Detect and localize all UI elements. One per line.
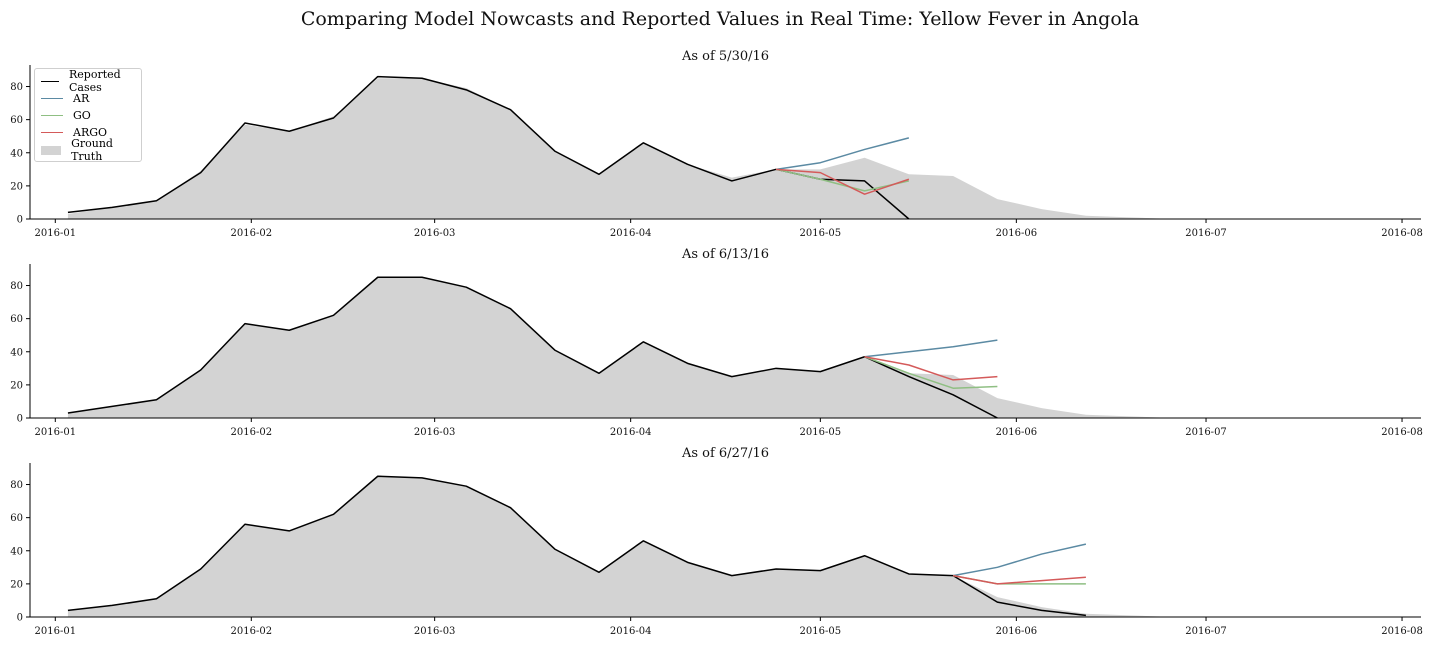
y-tick-label: 20 <box>10 579 23 590</box>
x-tick-label: 2016-06 <box>996 427 1038 438</box>
subplot-1: As of 5/30/16 0 20 40 60 80 2016-01 2016-02 2016… <box>10 49 1423 239</box>
y-tick-label: 80 <box>10 480 23 491</box>
series-line-argo <box>864 355 998 381</box>
x-tick-label: 2016-04 <box>610 427 652 438</box>
x-tick-label: 2016-07 <box>1185 427 1227 438</box>
x-tick-label: 2016-05 <box>800 228 842 239</box>
y-tick-label: 60 <box>10 513 23 524</box>
series-line-go <box>864 356 998 389</box>
legend-item-ground-truth: Ground Truth <box>41 137 141 163</box>
x-tick-label: 2016-01 <box>35 626 77 637</box>
x-tick-label: 2016-07 <box>1185 228 1227 239</box>
legend-item-go: GO <box>41 108 91 122</box>
x-tick-label: 2016-06 <box>996 228 1038 239</box>
x-tick-label: 2016-04 <box>610 626 652 637</box>
legend-item-argo: ARGO <box>41 125 107 139</box>
x-tick-label: 2016-02 <box>231 228 273 239</box>
legend-label: AR <box>73 91 90 105</box>
legend-item-ar: AR <box>41 91 89 105</box>
series-line-argo <box>952 574 1086 585</box>
y-tick-label: 20 <box>10 181 23 192</box>
x-tick-label: 2016-05 <box>800 427 842 438</box>
series-line-reported-cases <box>67 475 1086 617</box>
y-tick-label: 20 <box>10 380 23 391</box>
series-line-go <box>775 168 910 192</box>
legend-swatch-argo <box>41 131 63 133</box>
subplot-title: As of 5/30/16 <box>681 49 769 64</box>
legend-label: ARGO <box>73 125 108 139</box>
ground-truth-area <box>67 476 1175 617</box>
x-tick-label: 2016-01 <box>35 228 77 239</box>
series-line-reported-cases <box>67 75 910 220</box>
legend-swatch-reported-cases <box>41 80 59 82</box>
x-tick-label: 2016-08 <box>1381 228 1423 239</box>
x-tick-label: 2016-02 <box>231 427 273 438</box>
x-tick-label: 2016-08 <box>1381 427 1423 438</box>
ground-truth-area <box>67 78 1175 219</box>
y-tick-label: 40 <box>10 148 23 159</box>
y-tick-label: 40 <box>10 546 23 557</box>
x-tick-label: 2016-03 <box>414 228 456 239</box>
x-tick-label: 2016-02 <box>231 626 273 637</box>
x-tick-label: 2016-08 <box>1381 626 1423 637</box>
figure-title: Comparing Model Nowcasts and Reported Va… <box>300 8 1140 30</box>
legend-label: GO <box>73 108 91 122</box>
subplot-title: As of 6/27/16 <box>681 446 769 461</box>
legend-label: Ground Truth <box>71 137 113 163</box>
y-tick-label: 60 <box>10 115 23 126</box>
y-tick-label: 80 <box>10 82 23 93</box>
x-tick-label: 2016-01 <box>35 427 77 438</box>
x-tick-label: 2016-03 <box>414 626 456 637</box>
y-tick-label: 0 <box>17 613 23 624</box>
x-tick-label: 2016-07 <box>1185 626 1227 637</box>
subplot-3: As of 6/27/16 0 20 40 60 80 2016-01 2016-02 2016… <box>10 446 1423 637</box>
x-tick-label: 2016-04 <box>610 228 652 239</box>
x-tick-label: 2016-06 <box>996 626 1038 637</box>
x-tick-label: 2016-05 <box>800 626 842 637</box>
y-tick-label: 80 <box>10 281 23 292</box>
ground-truth-area <box>67 277 1175 418</box>
series-line-argo <box>776 168 910 195</box>
legend-item-reported-cases: Reported Cases <box>41 68 141 94</box>
legend: Reported Cases AR GO ARGO Ground Truth <box>34 68 142 163</box>
y-tick-label: 0 <box>17 215 23 226</box>
legend-swatch-ar <box>41 97 63 99</box>
series-line-ar <box>775 137 910 171</box>
subplot-title: As of 6/13/16 <box>681 247 769 262</box>
series-line-ar <box>864 339 998 358</box>
y-tick-label: 40 <box>10 347 23 358</box>
legend-label: Reported Cases <box>69 68 121 94</box>
series-line-ar <box>952 543 1087 577</box>
legend-swatch-ground-truth <box>41 145 62 155</box>
legend-swatch-go <box>41 114 63 116</box>
x-tick-label: 2016-03 <box>414 427 456 438</box>
y-tick-label: 60 <box>10 314 23 325</box>
y-tick-label: 0 <box>17 414 23 425</box>
series-line-reported-cases <box>67 276 998 419</box>
subplot-2: As of 6/13/16 0 20 40 60 80 2016-01 2016-02 2016… <box>10 247 1423 438</box>
